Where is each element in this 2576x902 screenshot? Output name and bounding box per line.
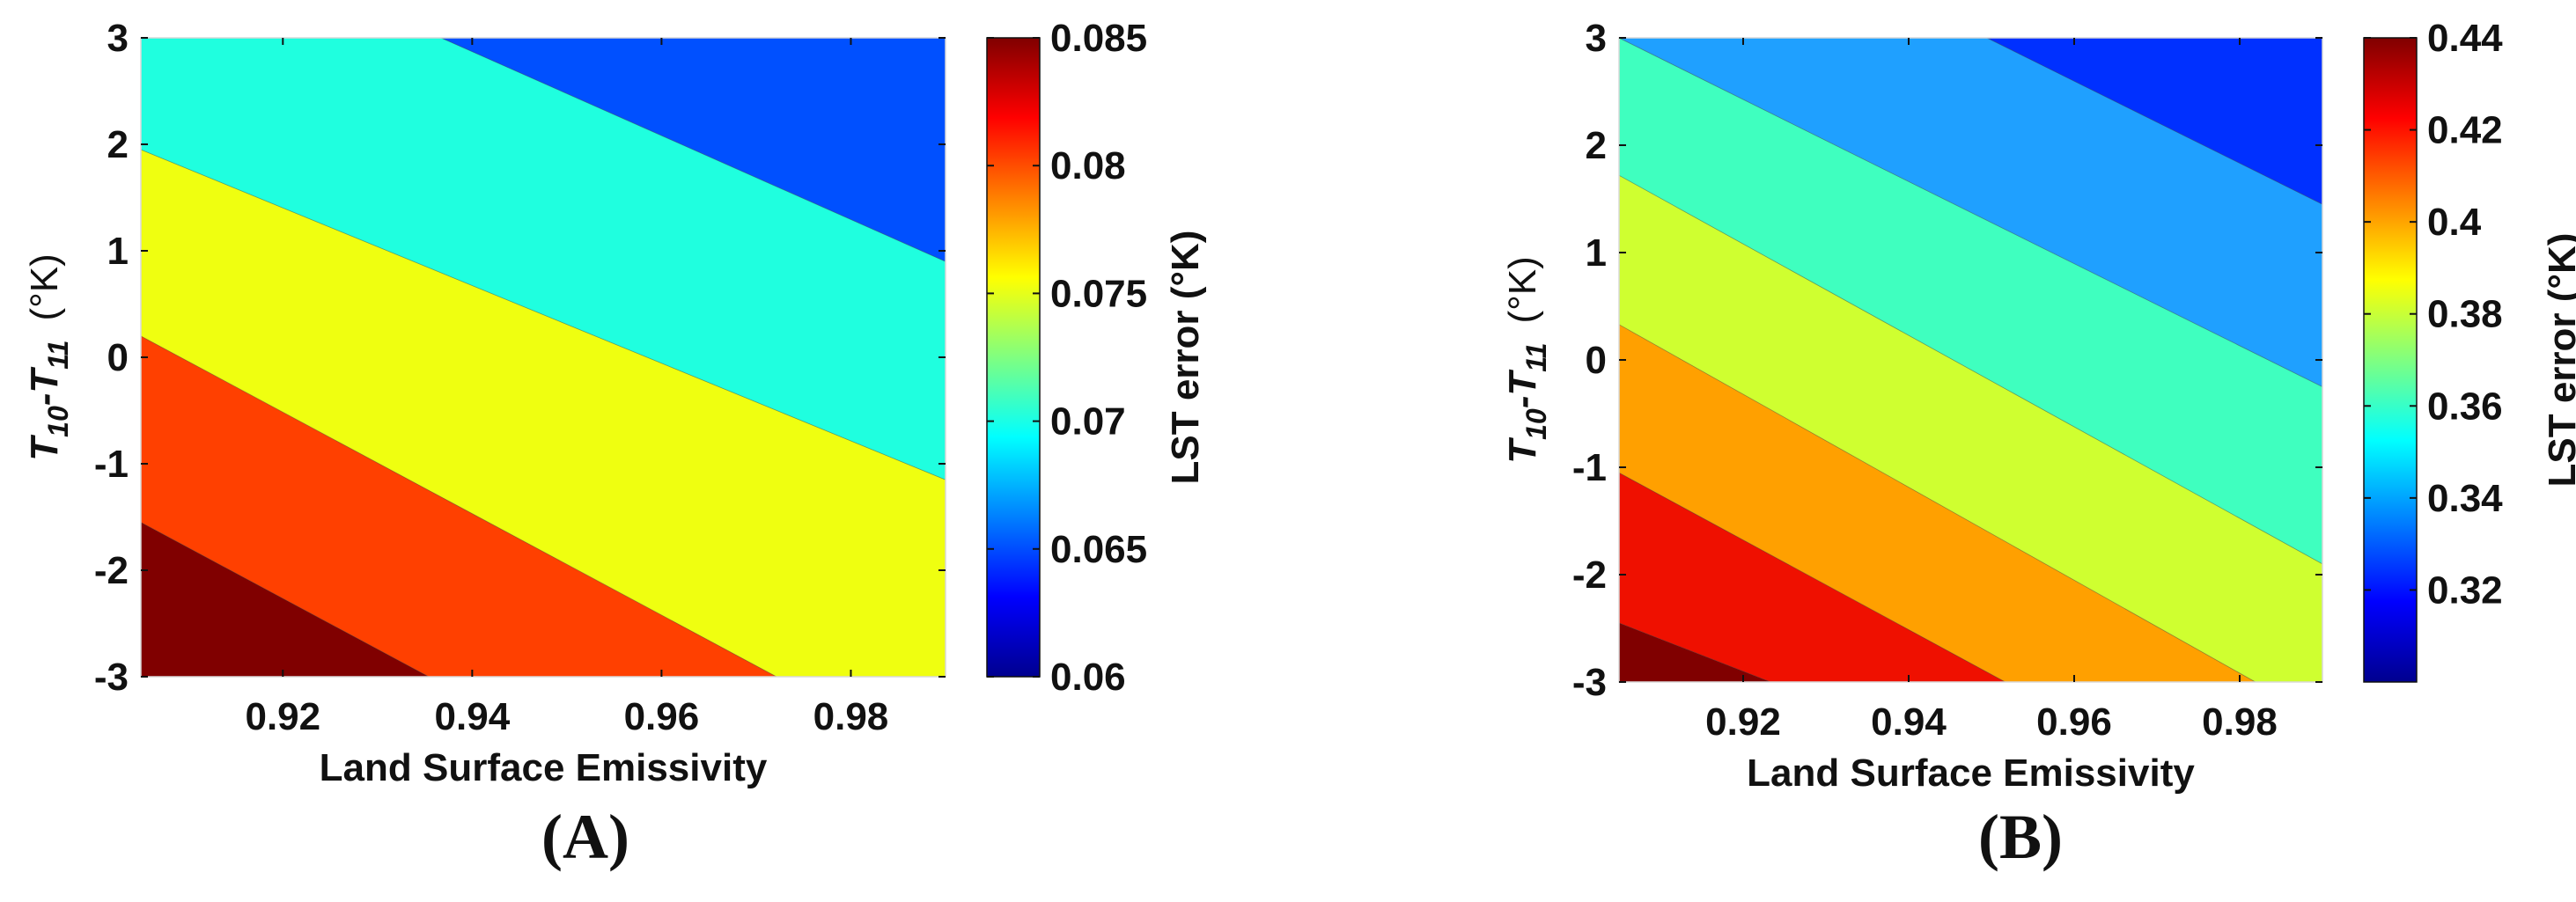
colorbar-tick-label: 0.065	[1050, 528, 1147, 571]
x-tick-label: 0.92	[245, 695, 320, 738]
y-tick-label: 2	[107, 123, 129, 166]
y-tick-label: -1	[1572, 446, 1607, 489]
contour-bands	[140, 37, 946, 678]
colorbar-tick-label: 0.06	[1050, 656, 1126, 699]
y-tick-label: 3	[107, 17, 129, 60]
x-tick-label: 0.98	[2202, 700, 2278, 744]
y-tick-label: -2	[94, 549, 129, 592]
colorbar-tick-label: 0.38	[2427, 293, 2503, 336]
colorbar: 0.32 0.34 0.36 0.38 0.4 0.42 0.44 LST error (°K…	[2363, 17, 2576, 683]
colorbar-tick-label: 0.075	[1050, 272, 1147, 315]
panel-a: -3 -2 -1 0 1 2 3 0.92 0.94 0.96 0.98 Land Surface E…	[23, 17, 1207, 872]
x-tick-label: 0.96	[2036, 700, 2112, 744]
colorbar-tick-label: 0.34	[2427, 477, 2503, 520]
y-label-sub2: 11	[1520, 343, 1552, 372]
x-axis: 0.92 0.94 0.96 0.98	[245, 38, 888, 738]
x-tick-label: 0.94	[435, 695, 511, 738]
y-label-base: T	[1501, 437, 1544, 464]
x-axis-label: Land Surface Emissivity	[320, 746, 768, 789]
y-label-base: T	[23, 435, 66, 461]
colorbar-label: LST error (°K)	[1164, 231, 1207, 485]
x-axis: 0.92 0.94 0.96 0.98	[1705, 38, 2278, 744]
y-axis: -3 -2 -1 0 1 2 3	[94, 17, 946, 699]
y-label-unit: (°K)	[1501, 256, 1544, 323]
y-tick-label: 2	[1586, 124, 1607, 167]
y-tick-label: -3	[1572, 661, 1607, 704]
colorbar-tick-label: 0.44	[2427, 17, 2503, 60]
y-label-mid: -T	[23, 367, 66, 407]
colorbar-tick-label: 0.4	[2427, 201, 2482, 244]
y-tick-label: -3	[94, 656, 129, 699]
panel-label: (A)	[541, 802, 629, 872]
y-tick-label: -1	[94, 443, 129, 486]
colorbar-tick-label: 0.36	[2427, 385, 2503, 428]
y-tick-label: 3	[1586, 17, 1607, 60]
y-axis: -3 -2 -1 0 1 2 3	[1572, 17, 2322, 704]
y-label-sub2: 11	[42, 341, 74, 370]
y-label-sub1: 10	[1520, 408, 1552, 440]
colorbar: 0.06 0.065 0.07 0.075 0.08 0.085 LST error (°K…	[986, 17, 1207, 699]
colorbar-tick-label: 0.32	[2427, 568, 2503, 612]
y-axis-label: T10-T11 (°K)	[1501, 256, 1552, 463]
x-axis-label: Land Surface Emissivity	[1747, 752, 2195, 795]
y-tick-label: 1	[1586, 231, 1607, 275]
colorbar-tick-label: 0.07	[1050, 400, 1126, 444]
colorbar-tick-label: 0.08	[1050, 144, 1126, 187]
contour-bands	[1618, 37, 2323, 683]
y-tick-label: 0	[1586, 339, 1607, 382]
x-tick-label: 0.92	[1705, 700, 1781, 744]
y-tick-label: 1	[107, 230, 129, 273]
colorbar-gradient	[986, 37, 1041, 678]
x-tick-label: 0.96	[624, 695, 700, 738]
y-label-unit: (°K)	[23, 253, 66, 320]
panel-label: (B)	[1978, 802, 2063, 872]
colorbar-tick-label: 0.085	[1050, 17, 1147, 60]
y-label-sub1: 10	[42, 406, 74, 437]
y-label-mid: -T	[1501, 370, 1544, 409]
x-tick-label: 0.98	[813, 695, 889, 738]
colorbar-gradient	[2363, 37, 2418, 683]
x-tick-label: 0.94	[1871, 700, 1947, 744]
colorbar-label: LST error (°K)	[2541, 233, 2576, 488]
y-axis-label: T10-T11 (°K)	[23, 253, 74, 460]
y-tick-label: -2	[1572, 554, 1607, 597]
y-tick-label: 0	[107, 336, 129, 379]
colorbar-tick-label: 0.42	[2427, 109, 2503, 152]
